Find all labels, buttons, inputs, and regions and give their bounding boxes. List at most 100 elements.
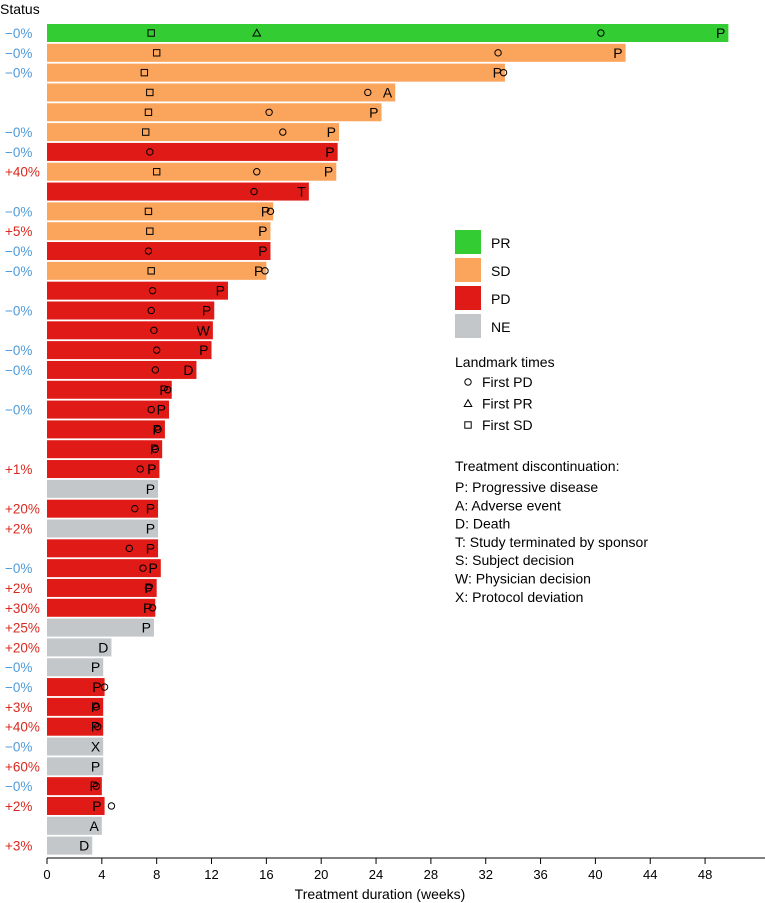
discontinuation-letter: P [261,203,270,219]
discontinuation-letter: P [324,164,333,180]
first-sd-marker [142,128,150,136]
first-pd-marker [150,326,158,334]
status-label: +30% [5,601,40,616]
first-sd-marker [147,267,155,275]
legend-marker-circle [464,378,472,386]
bars-layer: PPPAPPPPTPPPPPPWPDPPPPPPPPPPPPPDPPPPXPPP… [47,24,729,855]
bar-ne [47,638,112,657]
status-label: −0% [5,403,32,418]
patient-row: P [47,578,157,597]
discontinuation-legend-item: S: Subject decision [455,552,574,568]
bar-ne [47,757,104,776]
first-pd-marker [94,723,102,731]
discontinuation-letter: A [383,84,393,100]
patient-row: P [47,559,161,578]
first-pd-marker [147,405,155,414]
status-label: −0% [5,363,32,378]
bar-ne [47,816,102,835]
legend-label: PR [491,235,510,251]
discontinuation-letter: P [146,501,155,517]
patient-row: P [47,380,172,399]
bar-sd [47,83,396,102]
status-label: +2% [5,799,32,814]
bar-ne [47,618,154,637]
status-label: +1% [5,462,32,477]
bar-sd [47,123,340,142]
status-label: −0% [5,561,32,576]
first-pd-marker [146,148,154,156]
patient-row: P [47,142,338,161]
discontinuation-letter: P [716,25,725,41]
first-pd-marker [154,425,162,434]
status-label: +3% [5,700,32,715]
first-pd-marker [597,29,605,37]
patient-row: T [47,182,309,201]
status-label: +40% [5,165,40,180]
patient-row: P [47,123,340,142]
first-pr-marker [252,28,262,37]
legend-marker-square [464,421,472,429]
status-label: −0% [5,46,32,61]
first-pd-marker [279,128,287,136]
discontinuation-letter: P [369,104,378,120]
patient-row: D [47,638,112,657]
patient-row: P [47,796,116,815]
first-pd-marker [147,306,155,315]
status-label: +3% [5,839,32,854]
first-pd-marker [151,366,160,374]
discontinuation-letter: P [325,144,334,160]
status-label: −0% [5,740,32,755]
status-header: Status [0,1,40,17]
discontinuation-letter: P [254,263,263,279]
first-pd-marker [151,445,160,453]
patient-row: P [47,400,170,419]
discontinuation-letter: W [197,322,211,338]
discontinuation-letter: P [216,283,225,299]
bar-sd [47,261,267,280]
first-pd-marker [266,207,275,216]
x-tick-label: 20 [314,867,328,882]
bar-pd [47,697,104,716]
first-pd-marker [364,88,372,97]
status-label: −0% [5,680,32,695]
first-pd-marker [148,604,157,612]
patient-row: P [47,440,163,459]
first-pd-marker [144,584,153,592]
discontinuation-letter: P [327,124,336,140]
x-tick-label: 12 [204,867,218,882]
legend: PR SD PD NE Landmark times First PD First PR Fi… [455,230,648,605]
discontinuation-letter: P [493,65,502,81]
patient-row: D [47,360,197,379]
x-tick-label: 36 [533,867,547,882]
patient-row: P [47,678,109,697]
patient-row: W [47,321,213,340]
patient-row: A [47,816,102,835]
discontinuation-letter: P [157,402,166,418]
discontinuation-letter: D [98,639,108,655]
patient-row: P [47,162,337,181]
status-labels: Status −0% −0% −0% −0% −0% +40% −0% +5% −0% −0% −0%… [0,1,40,854]
bar-pd [47,539,159,558]
discontinuation-letter: P [146,540,155,556]
first-pd-marker [250,187,258,196]
patient-row: P [47,757,104,776]
bar-pd [47,440,163,459]
legend-swatch-ne [455,314,481,338]
x-tick-label: 48 [698,867,712,882]
first-pd-marker [139,564,147,572]
discontinuation-letter: P [92,679,101,695]
patient-row: P [47,777,102,796]
status-label: −0% [5,660,32,675]
patient-row: P [47,301,215,320]
discontinuation-letter: P [91,758,100,774]
bar-pd [47,182,309,201]
first-pd-marker [100,683,109,691]
patient-row: X [47,737,104,756]
first-pd-marker [499,68,508,77]
patient-row: P [47,460,160,479]
first-sd-marker [144,108,153,116]
x-tick-label: 0 [43,867,50,882]
discontinuation-letter: X [91,739,101,755]
patient-row: P [47,499,159,518]
